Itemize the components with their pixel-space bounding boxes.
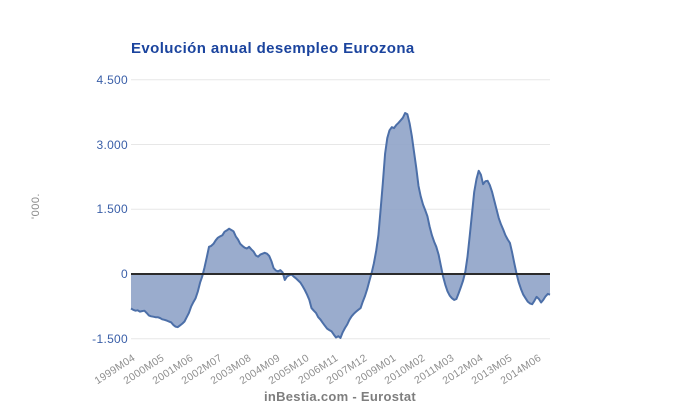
y-tick-label: 1.500 — [96, 202, 128, 217]
unemployment-area-series[interactable] — [131, 113, 550, 338]
unemployment-line-series — [130, 112, 551, 339]
y-tick-label: -1.500 — [92, 331, 128, 346]
y-tick-label: 0 — [121, 267, 128, 281]
y-tick-label: 4.500 — [96, 72, 128, 87]
credits-link[interactable]: inBestia.com - Eurostat — [263, 389, 417, 404]
chart-title: Evolución anual desempleo Eurozona — [131, 40, 415, 57]
y-tick-label: 3.000 — [96, 137, 128, 152]
